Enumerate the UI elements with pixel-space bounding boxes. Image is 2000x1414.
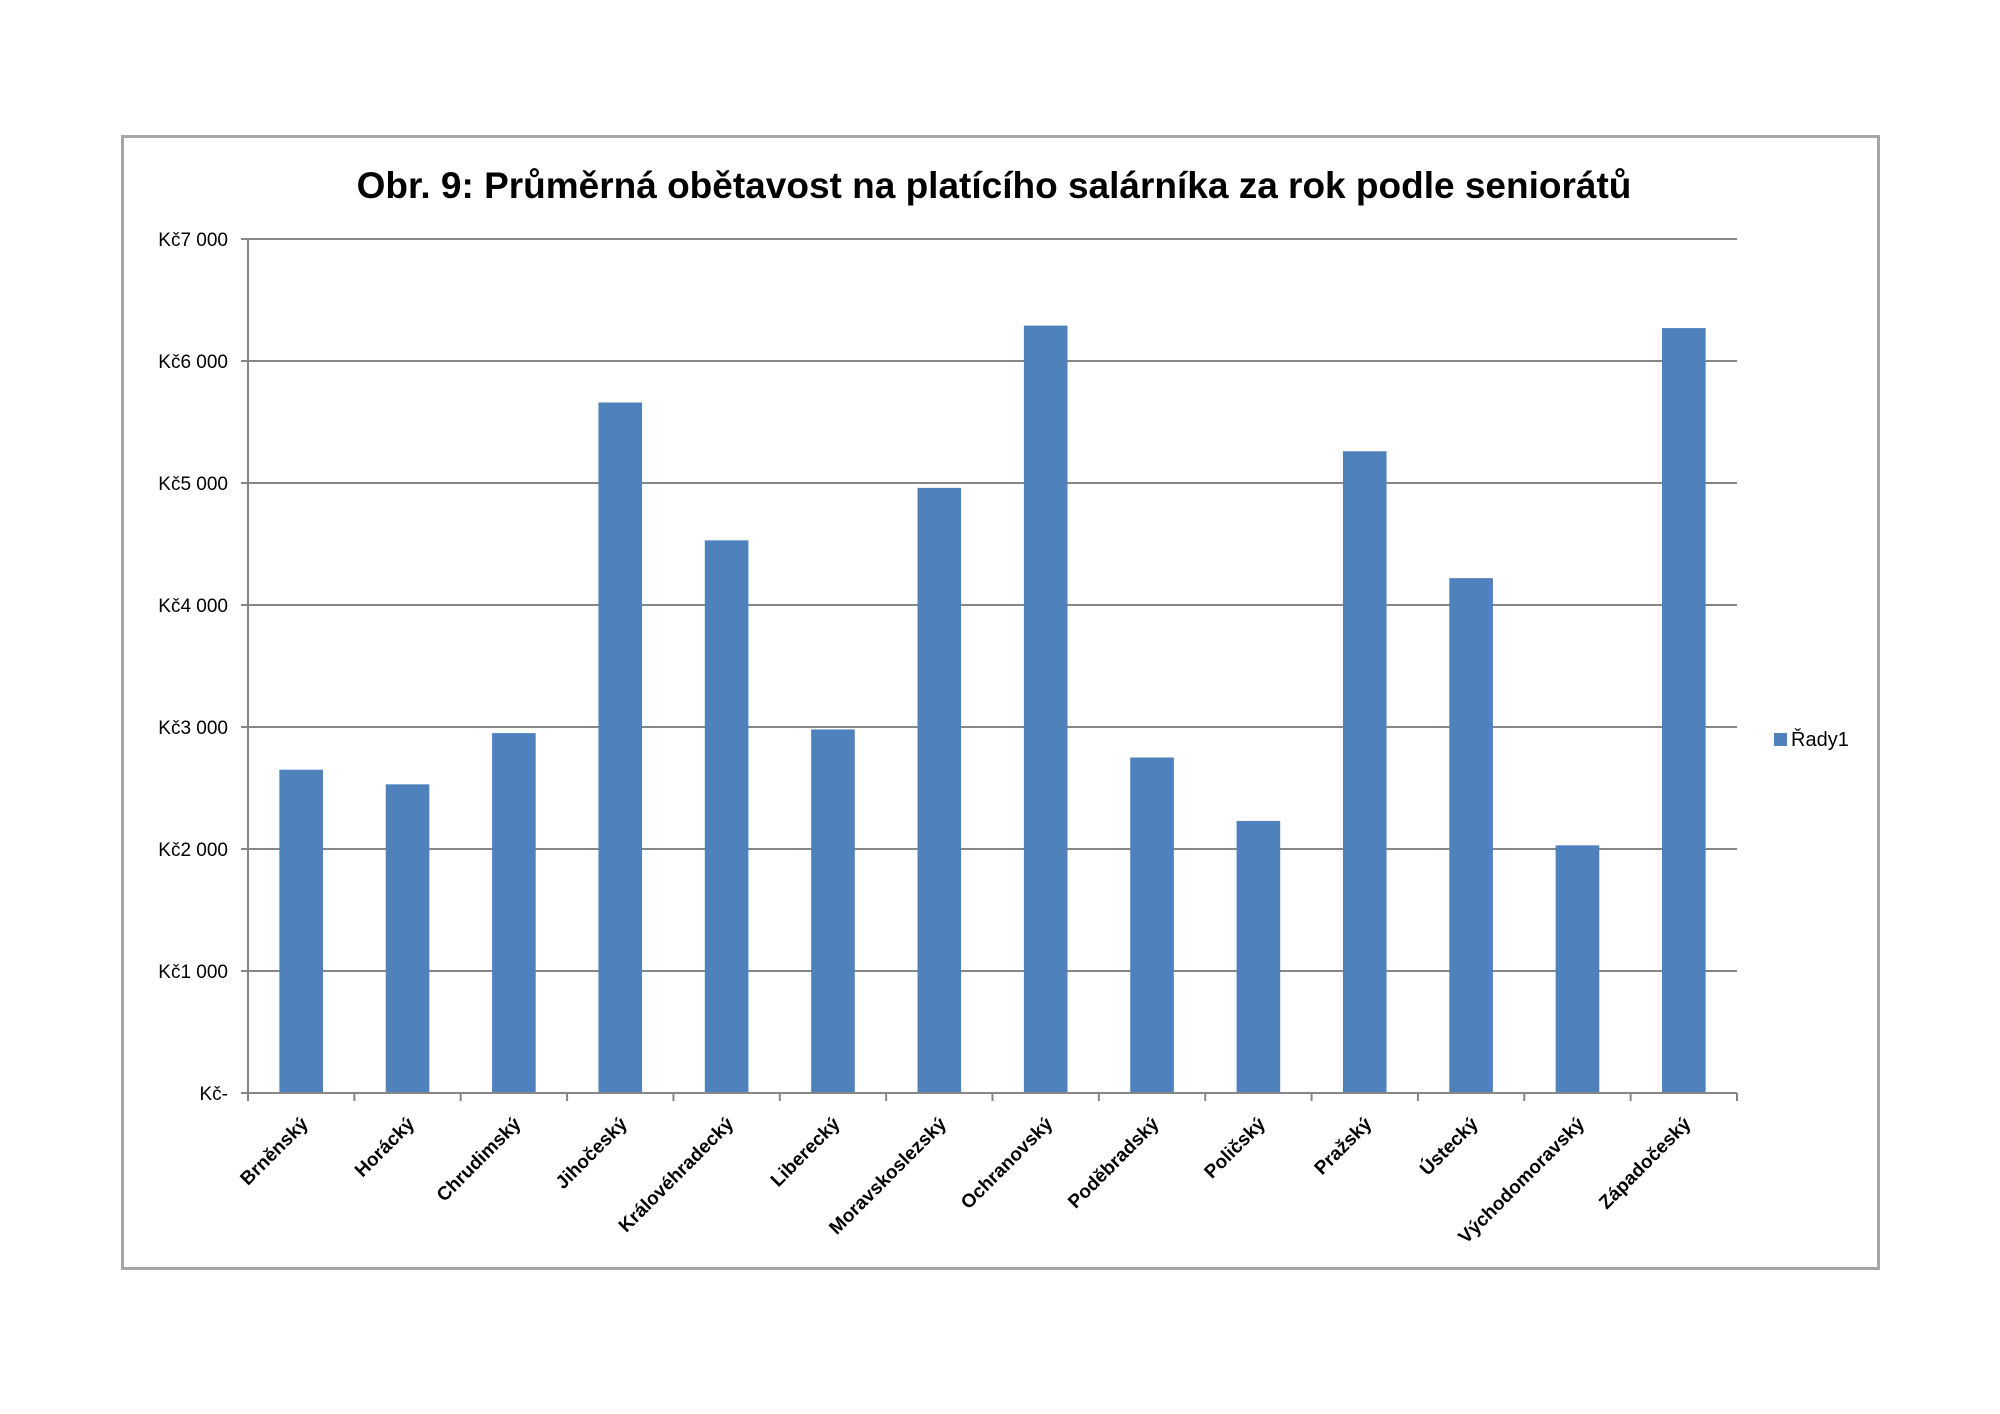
bar	[1555, 845, 1600, 1093]
y-tick-label: Kč5 000	[158, 474, 228, 495]
chart-frame: Obr. 9: Průměrná obětavost na platícího …	[121, 135, 1880, 1270]
legend: Řady1	[1774, 728, 1849, 751]
y-tick-label: Kč7 000	[158, 230, 228, 251]
bar-chart: Obr. 9: Průměrná obětavost na platícího …	[158, 165, 1849, 1248]
x-tick-label: Jihočeský	[552, 1113, 632, 1193]
bar	[1449, 578, 1493, 1093]
bars	[279, 325, 1706, 1094]
axes	[247, 239, 1738, 1101]
x-tick-label: Poděbradský	[1064, 1113, 1164, 1213]
x-tick-label: Liberecký	[767, 1113, 845, 1191]
bar	[1236, 820, 1281, 1093]
bar	[704, 540, 749, 1093]
bar	[279, 769, 323, 1093]
bar	[492, 733, 536, 1093]
bar	[598, 402, 643, 1094]
y-tick-label: Kč4 000	[158, 596, 228, 617]
x-axis-tick-labels: Brněnský Horácký Chrudimský JihočeskýKrálov…	[237, 1113, 1696, 1248]
x-tick-label: Pražský	[1311, 1113, 1377, 1179]
x-tick-label: Moravskoslezský	[825, 1113, 951, 1239]
bar	[1662, 328, 1706, 1093]
y-tick-label: Kč6 000	[158, 352, 228, 373]
chart-title: Obr. 9: Průměrná obětavost na platícího …	[357, 165, 1632, 206]
y-axis-tick-labels: Kč- Kč1 000 Kč2 000 Kč3 000 Kč4 000 Kč5 000 Kč…	[158, 230, 248, 1105]
x-tick-label: Poličský	[1201, 1113, 1271, 1183]
bar	[1130, 757, 1174, 1093]
y-tick-label: Kč1 000	[158, 962, 228, 983]
x-tick-label: Ústecký	[1416, 1113, 1483, 1180]
y-tick-label: Kč-	[200, 1084, 229, 1105]
x-tick-label: Královéhradecký	[615, 1113, 738, 1236]
x-tick-label: Chrudimský	[433, 1113, 526, 1206]
bar	[917, 487, 962, 1093]
bar	[811, 729, 855, 1093]
legend-label: Řady1	[1791, 728, 1849, 751]
x-tick-label: Ochranovský	[957, 1113, 1057, 1213]
gridlines	[248, 238, 1737, 972]
x-tick-label: Západočeský	[1595, 1113, 1695, 1213]
y-tick-label: Kč3 000	[158, 718, 228, 739]
x-tick-label: Brněnský	[237, 1113, 313, 1189]
bar	[1023, 325, 1068, 1093]
legend-swatch	[1774, 733, 1787, 746]
bar	[1342, 451, 1387, 1093]
x-tick-label: Horácký	[351, 1113, 419, 1181]
y-tick-label: Kč2 000	[158, 840, 228, 861]
bar	[385, 784, 430, 1093]
